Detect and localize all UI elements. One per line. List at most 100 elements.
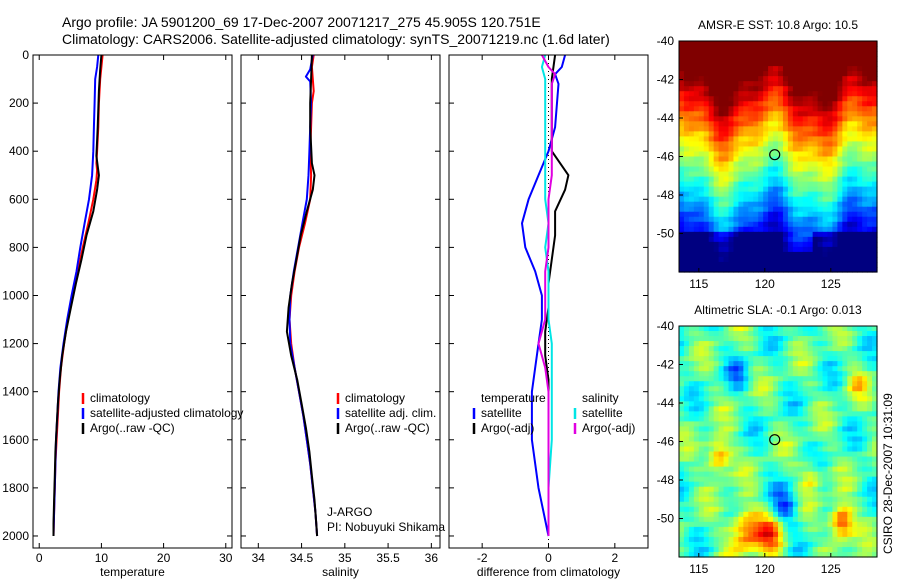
- sla_map-cell: [792, 381, 799, 387]
- sla_map-cell: [842, 551, 848, 558]
- sla_map-cell: [797, 371, 804, 377]
- sla_map-cell: [748, 531, 754, 538]
- sla_map-cell: [718, 331, 725, 337]
- sst_map-cell: [778, 196, 784, 203]
- salinity-series-line: [288, 55, 319, 537]
- sla_map-cell: [778, 361, 784, 367]
- sla_map-cell: [812, 351, 819, 357]
- sla_map-cell: [797, 546, 804, 553]
- sst_map-cell: [768, 81, 774, 87]
- header-line-2: Climatology: CARS2006. Satellite-adjuste…: [62, 31, 610, 47]
- sla_map-cell: [743, 551, 749, 558]
- sla_map-cell: [812, 496, 819, 503]
- sst_map-cell: [862, 221, 868, 228]
- sla_map-cell: [802, 431, 809, 438]
- sla_map-cell: [837, 486, 843, 493]
- sla_map-cell: [852, 511, 858, 518]
- sla_map-cell: [872, 521, 878, 528]
- sst_map-cell: [812, 76, 819, 82]
- sla_map-cell: [723, 336, 730, 342]
- sla_map-cell: [743, 351, 749, 357]
- sst_map-cell: [817, 261, 824, 268]
- sla_map-cell: [679, 376, 685, 382]
- sst_map-cell: [728, 231, 735, 238]
- sla_map-cell: [733, 406, 739, 412]
- sla_map-cell: [852, 451, 858, 458]
- sst_map-cell: [753, 86, 759, 92]
- sst_map-cell: [728, 61, 735, 67]
- sst_map-cell: [812, 71, 819, 77]
- sst_map-cell: [782, 161, 789, 168]
- sla_map-cell: [872, 496, 878, 503]
- sla_map-cell: [733, 386, 739, 392]
- sst_map-cell: [842, 46, 848, 52]
- sst_map-cell: [778, 201, 784, 208]
- sst_map-cell: [832, 131, 838, 138]
- sla_map-cell: [753, 371, 759, 377]
- sla_map-cell: [787, 546, 794, 553]
- sst_map-cell: [787, 221, 794, 228]
- sla_map-cell: [872, 326, 878, 332]
- sst_map-cell: [792, 251, 799, 258]
- sla_map-cell: [832, 416, 838, 423]
- sst_map-cell: [857, 156, 863, 163]
- sst_map-cell: [822, 166, 829, 173]
- sst_map-cell: [723, 186, 730, 193]
- sla_map-cell: [787, 376, 794, 382]
- sla_map-cell: [792, 491, 799, 498]
- sla_map-cell: [837, 411, 843, 417]
- sla_map-cell: [713, 431, 720, 438]
- sla_map-cell: [807, 361, 814, 367]
- sla_map-cell: [787, 381, 794, 387]
- sst_map-cell: [872, 246, 878, 253]
- sst_map-cell: [708, 116, 715, 122]
- sla_map-cell: [763, 401, 769, 407]
- sla_map-cell: [718, 361, 725, 367]
- sla_map-cell: [763, 491, 769, 498]
- sla_map-cell: [832, 476, 838, 483]
- sst_map-cell: [807, 41, 814, 47]
- sst_map-cell: [763, 216, 769, 223]
- sla_map-cell: [768, 441, 774, 448]
- sla_map-cell: [787, 456, 794, 463]
- sst_map-cell: [847, 226, 853, 233]
- sst_map-cell: [723, 101, 730, 107]
- sst_map-cell: [708, 161, 715, 168]
- sla_map-cell: [792, 391, 799, 397]
- sla_map-cell: [748, 441, 754, 448]
- sla_map-cell: [768, 386, 774, 392]
- sla_map-cell: [748, 466, 754, 473]
- sla_map-cell: [782, 476, 789, 483]
- sst_map-cell: [792, 176, 799, 183]
- sla_map-cell: [713, 421, 720, 428]
- sla_map-cell: [728, 406, 735, 412]
- sst_map-cell: [683, 246, 690, 253]
- sst_map-cell: [748, 96, 754, 102]
- sst_map-cell: [718, 191, 725, 198]
- sla_map-cell: [713, 526, 720, 533]
- sst_map-cell: [758, 86, 764, 92]
- sst_map-cell: [743, 221, 749, 228]
- sst_map-cell: [862, 176, 868, 183]
- sst_map-cell: [733, 51, 739, 57]
- sla_map-cell: [792, 536, 799, 543]
- sst_map-cell: [708, 256, 715, 263]
- sst_map-cell: [837, 56, 843, 62]
- sst_map-cell: [797, 71, 804, 77]
- sst_map-cell: [827, 246, 834, 253]
- sst_map-cell: [842, 151, 848, 158]
- sst_map-cell: [827, 176, 834, 183]
- sla_map-cell: [708, 416, 715, 423]
- sla_map-cell: [679, 501, 685, 508]
- sst_map-cell: [792, 256, 799, 263]
- sst_map-cell: [822, 131, 829, 138]
- sst_map-cell: [782, 191, 789, 198]
- sst_map-cell: [822, 246, 829, 253]
- sla_map-cell: [763, 516, 769, 523]
- sst_map-cell: [758, 96, 764, 102]
- sst_map-cell: [807, 216, 814, 223]
- sst_map-cell: [693, 126, 700, 132]
- sst_map-cell: [773, 111, 779, 117]
- sla_map-cell: [867, 486, 873, 493]
- sla_map-cell: [812, 361, 819, 367]
